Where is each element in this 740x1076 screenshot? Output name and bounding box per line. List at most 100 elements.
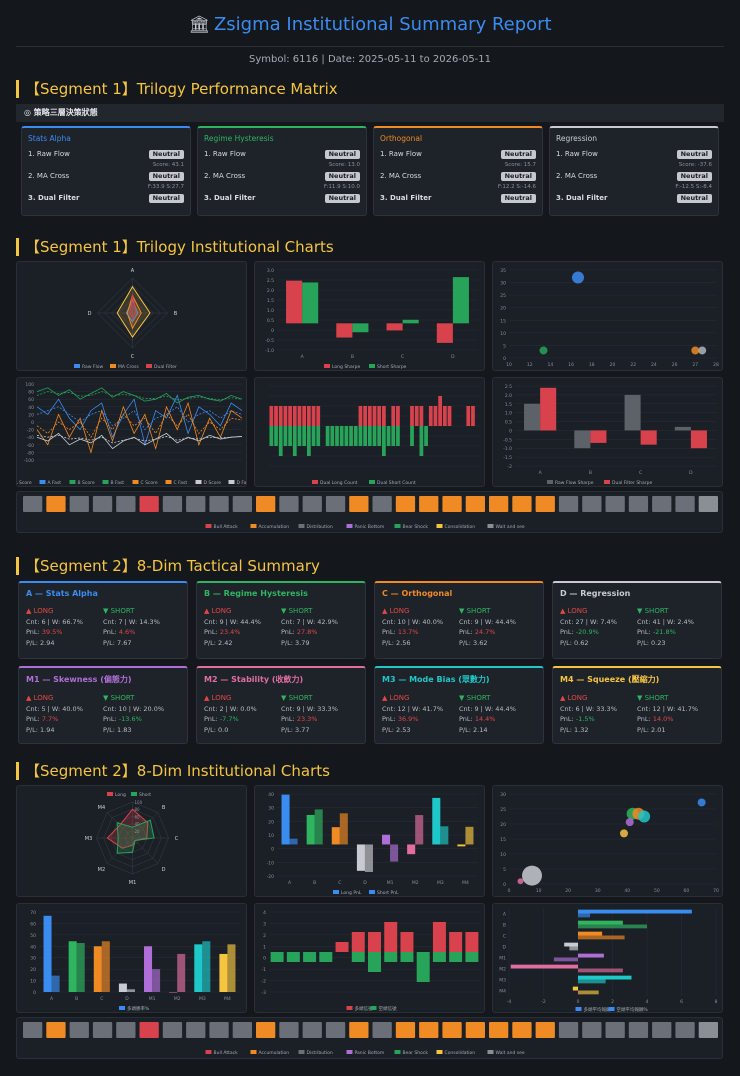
radar-axis-label: A xyxy=(131,268,135,274)
pnl-prefix: PnL: xyxy=(560,628,576,636)
profit-factor: P/L: 2.01 xyxy=(637,725,666,734)
regime-cell xyxy=(162,496,183,512)
x-tick-label: B xyxy=(351,354,354,360)
pnl-value: 7.7% xyxy=(41,715,59,723)
x-tick-label: D xyxy=(451,354,455,360)
regime-cell xyxy=(465,1022,485,1038)
y-tick-label: 0 xyxy=(503,356,506,362)
strategy-status-label: 策略三層決策狀態 xyxy=(33,108,98,117)
short-column: ▼ SHORT Cnt: 41 | W: 2.4% PnL: -21.8% P/L: … xyxy=(637,606,714,648)
y-tick-label: 0 xyxy=(271,847,274,853)
pnl-prefix: PnL: xyxy=(204,628,220,636)
y-tick-label: 20 xyxy=(268,819,274,825)
legend-label: Dual Short Count xyxy=(377,480,416,486)
count-bar xyxy=(335,426,339,446)
profit-factor: P/L: 2.94 xyxy=(26,638,55,647)
x-tick-label: C xyxy=(639,470,642,476)
count-bar xyxy=(382,406,386,426)
profit-factor: P/L: 3.79 xyxy=(281,638,310,647)
x-tick-label: 20 xyxy=(610,362,616,368)
legend-label: Bull Attack xyxy=(214,524,239,530)
s1-filter-sharpe-chart: 2.5 2.0 1.5 1.0 0.5 0 -0.5 -1.0 -1.5 -2 A B C D Raw Fl… xyxy=(492,377,723,487)
count-winrate: Cnt: 9 | W: 44.4% xyxy=(459,704,516,713)
legend-label: Bear Shock xyxy=(403,1050,429,1056)
pnl-value: 14.0% xyxy=(652,715,674,723)
profit-factor: P/L: 0.62 xyxy=(560,638,589,647)
s2_diffbars-svg: 4 3 2 1 0 -1 -2 -3 多頭信號 空頭信號 xyxy=(262,910,480,1012)
y-tick-label: 15 xyxy=(500,318,506,324)
title-divider xyxy=(16,46,724,47)
matrix-row-sub: Score: 13.0 xyxy=(328,162,360,168)
hbar xyxy=(578,975,632,980)
hbar xyxy=(578,968,623,973)
count-bar xyxy=(428,406,433,426)
status-badge: Neutral xyxy=(324,193,360,203)
bar xyxy=(152,969,161,992)
x-tick-label: 30 xyxy=(595,888,601,894)
radar-axis-label: B xyxy=(174,311,178,317)
count-winrate: Cnt: 27 | W: 7.4% xyxy=(560,617,617,626)
matrix-row-label: 3. Dual Filter xyxy=(556,194,608,202)
regime-cell xyxy=(279,496,299,512)
profit-factor: P/L: 0.0 xyxy=(204,725,229,734)
bar xyxy=(144,946,153,992)
y-tick-label: 0 xyxy=(31,420,34,426)
short-label: ▼ SHORT xyxy=(637,607,669,615)
legend-label: Panic Bottom xyxy=(355,1050,385,1056)
regime-cell xyxy=(279,1022,299,1038)
matrix-row-label: 1. Raw Flow xyxy=(204,150,246,158)
segment2-charts-heading: 【Segment 2】8-Dim Institutional Charts xyxy=(16,762,330,780)
legend-swatch xyxy=(110,364,116,368)
count-bar xyxy=(306,406,311,426)
y-tick-label: 10 xyxy=(30,979,36,985)
count-bar xyxy=(410,406,414,426)
legend-label: A Fast xyxy=(48,480,62,486)
count-bar xyxy=(368,932,381,952)
regime-cell xyxy=(69,1022,89,1038)
regime-cell xyxy=(652,1022,672,1038)
legend-swatch xyxy=(346,524,353,528)
y-tick-label: -100 xyxy=(24,458,34,464)
count-bar xyxy=(377,406,382,426)
pnl-line: PnL: 14.0% xyxy=(637,714,714,725)
legend-swatch xyxy=(324,364,330,368)
tactical-card-4: M1 — Skewness (偏態力) ▲ LONG Cnt: 5 | W: 40.… xyxy=(18,666,188,744)
y-tick-label: 3.0 xyxy=(267,268,274,274)
matrix-row-sub: F:-12.5 S:-8.4 xyxy=(675,184,712,190)
count-bar xyxy=(400,952,414,962)
tactical-card-title: M4 — Squeeze (壓縮力) xyxy=(560,675,660,684)
bar xyxy=(336,323,353,338)
matrix-card-1: Regime Hysteresis 1. Raw Flow Neutral Score… xyxy=(197,126,367,216)
count-bar xyxy=(283,426,288,446)
profit-factor: P/L: 2.56 xyxy=(382,638,411,647)
short-column: ▼ SHORT Cnt: 10 | W: 20.0% PnL: -13.6% P/L:… xyxy=(103,693,180,735)
hbar xyxy=(569,946,578,951)
count-bar xyxy=(432,952,446,962)
long-label: ▲ LONG xyxy=(204,607,232,615)
pnl-value: -1.5% xyxy=(575,715,595,723)
bar xyxy=(386,323,403,331)
radar-spoke xyxy=(132,812,159,839)
pnl-line: PnL: -7.7% xyxy=(204,714,281,725)
pnl-line: PnL: 24.7% xyxy=(459,627,536,638)
regime-cell xyxy=(325,496,346,512)
y-tick-label: -10 xyxy=(267,860,274,866)
count-bar xyxy=(269,406,274,426)
count-bar xyxy=(391,426,396,446)
matrix-card-title: Stats Alpha xyxy=(28,134,71,143)
legend-swatch xyxy=(74,364,80,368)
matrix-row: 3. Dual Filter Neutral xyxy=(556,192,712,204)
radar-tick-label: 80 xyxy=(135,807,141,812)
short-column: ▼ SHORT Cnt: 7 | W: 42.9% PnL: 27.8% P/L: 3… xyxy=(281,606,358,648)
legend-swatch xyxy=(39,480,46,484)
count-bar xyxy=(368,952,381,972)
legend-swatch xyxy=(369,364,375,368)
count-bar xyxy=(311,426,316,446)
y-tick-label: -3 xyxy=(262,990,267,996)
pnl-value: 14.4% xyxy=(474,715,496,723)
y-tick-label: 4 xyxy=(263,910,266,916)
legend-label: Bear Shock xyxy=(403,524,429,530)
hbar xyxy=(578,909,692,914)
regime-cell xyxy=(232,1022,252,1038)
regime-cell xyxy=(46,496,66,512)
